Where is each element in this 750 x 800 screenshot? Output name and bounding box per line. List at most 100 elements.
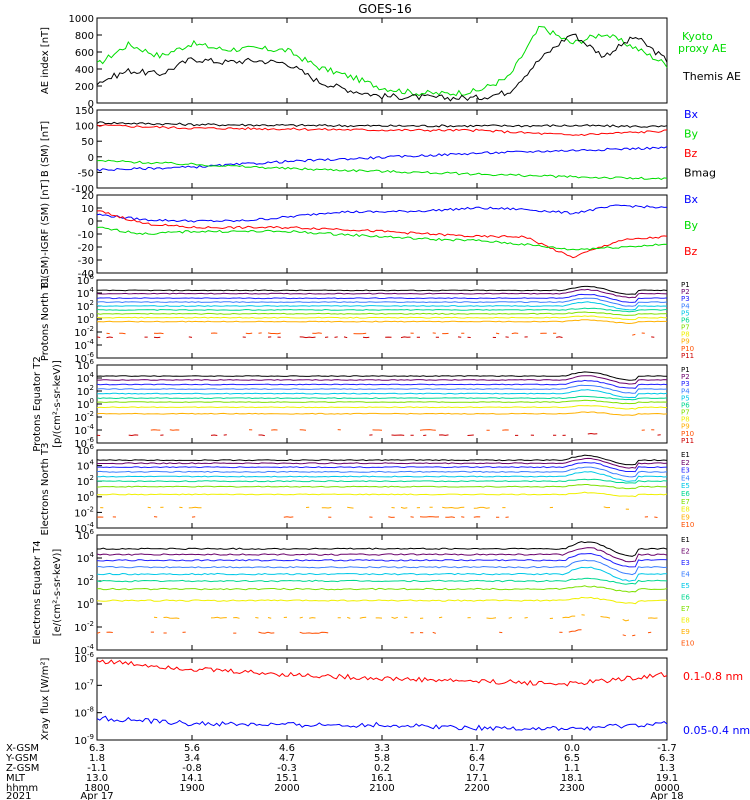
panel-1: 1000 800 600 400 200 0 AE index [nT] Kyotoproxy… — [40, 14, 741, 110]
y-axis-label: Protons North T1 — [40, 277, 51, 361]
series-line-bz — [96, 210, 668, 259]
plot-frame — [96, 449, 668, 529]
legend-entry: E6 — [681, 594, 690, 602]
channel-line-p3 — [96, 379, 668, 389]
y-tick-label: 100 — [77, 397, 94, 411]
y-tick-label: 10-6 — [74, 351, 94, 365]
time-axis-value: 17.1 — [466, 773, 488, 784]
legend-entry: E1 — [681, 536, 690, 544]
y-tick-label: 10-7 — [74, 678, 94, 692]
legend-entry: Bz — [684, 245, 698, 258]
channel-line-p5 — [96, 301, 668, 311]
legend-entry: P8 — [681, 331, 690, 339]
legend: Bx By Bz — [684, 193, 699, 258]
channel-line-p6 — [96, 307, 668, 313]
channel-line-e5 — [96, 566, 668, 582]
legend-entry: P5 — [681, 309, 690, 317]
time-axis-value: -0.3 — [277, 763, 297, 774]
series-line-bx — [96, 146, 668, 172]
time-axis-value: 0.0 — [564, 743, 580, 754]
legend-entry: P1 — [681, 366, 690, 374]
time-axis-value: 4.6 — [279, 743, 295, 754]
time-axis-value: 4.7 — [279, 753, 295, 764]
y-tick-label: 150 — [75, 106, 94, 117]
time-axis-value: 19.1 — [656, 773, 678, 784]
time-axis-value: 3.3 — [374, 743, 390, 754]
series-line-themis-ae — [96, 33, 668, 102]
legend-entry: E6 — [681, 490, 690, 498]
legend-entry: P9 — [681, 423, 690, 431]
y-tick-label: 10-2 — [74, 505, 94, 519]
y-tick-label: 100 — [75, 122, 94, 133]
legend-entry: P4 — [681, 302, 690, 310]
channel-line-p2 — [97, 375, 668, 385]
channel-line-e8 — [96, 596, 668, 605]
y-tick-label: 106 — [77, 443, 95, 457]
time-axis-value: 1.8 — [89, 753, 105, 764]
channel-line-e2 — [96, 547, 668, 563]
channel-line-p11 — [97, 337, 667, 338]
channel-line-e7 — [96, 585, 668, 593]
legend-entry: E5 — [681, 482, 690, 490]
y-tick-label: 102 — [77, 384, 94, 398]
legend-entry: E9 — [681, 513, 690, 521]
y-tick-label: 10-4 — [74, 643, 94, 657]
y-tick-label: 10-2 — [74, 410, 94, 424]
time-axis-value: 14.1 — [181, 773, 203, 784]
time-axis-value: -1.7 — [657, 743, 677, 754]
legend-entry: By — [684, 219, 699, 232]
time-axis-row-label: MLT — [6, 773, 26, 784]
time-axis-value: 18.1 — [561, 773, 583, 784]
y-tick-label: 20 — [81, 191, 94, 202]
series-line-by — [96, 226, 668, 251]
time-axis-value: 0.7 — [469, 763, 485, 774]
legend-entry: Bmag — [684, 167, 716, 180]
y-axis-label: B (SM) [nT] — [40, 121, 51, 177]
y-tick-label: 102 — [77, 474, 94, 488]
legend-entry: E9 — [681, 628, 690, 636]
time-axis-value: 6.4 — [469, 753, 485, 764]
panel-2: 150 100 50 0 -50 -100 B (SM) [nT] Bx By Bz Bmag — [40, 106, 716, 195]
y-tick-label: 102 — [77, 574, 94, 588]
legend-entry: P8 — [681, 416, 690, 424]
y-tick-label: 10-9 — [74, 733, 94, 747]
channel-line-p7 — [96, 311, 668, 316]
y-axis-label: Xray flux [W/m²] — [40, 658, 51, 741]
series-line-kyoto-proxy-ae — [96, 25, 668, 97]
panel-8: 10-6 10-7 10-8 10-9 Xray flux [W/m²] 0.1-0.8 … — [40, 651, 750, 747]
legend-entry: Kyoto — [682, 30, 713, 43]
time-axis-value: 6.3 — [89, 743, 105, 754]
legend-entry: P7 — [681, 324, 690, 332]
series-line-bz — [96, 124, 668, 137]
legend-entry: P2 — [681, 288, 690, 296]
time-axis-row-label: 2021 — [6, 791, 31, 800]
time-axis-value: -0.8 — [182, 763, 202, 774]
time-axis-value: 5.6 — [184, 743, 200, 754]
legend-entry: E8 — [681, 506, 690, 514]
time-axis-value: 3.4 — [184, 753, 200, 764]
channel-line-e3 — [96, 552, 668, 568]
channel-line-e6 — [96, 478, 668, 484]
time-axis-value: -1.1 — [87, 763, 107, 774]
time-axis-value: 2000 — [274, 783, 299, 794]
channel-line-e9 — [100, 507, 667, 510]
legend-entry: P9 — [681, 338, 690, 346]
channel-line-p8 — [96, 315, 668, 321]
y-tick-label: 10-6 — [74, 436, 94, 450]
series-line-bmag — [96, 121, 668, 128]
legend-entry: E7 — [681, 498, 690, 506]
y-tick-label: 106 — [77, 358, 95, 372]
legend-entry: P11 — [681, 437, 694, 445]
y-tick-label: 100 — [77, 490, 94, 504]
time-axis-value: 13.0 — [86, 773, 108, 784]
legend-entry: Themis AE — [682, 70, 741, 83]
time-axis-value: 6.5 — [564, 753, 580, 764]
legend-entry: 0.1-0.8 nm — [683, 670, 743, 683]
channel-line-p9 — [96, 411, 668, 416]
channel-line-p11 — [96, 432, 661, 437]
legend-entry: P1 — [681, 281, 690, 289]
